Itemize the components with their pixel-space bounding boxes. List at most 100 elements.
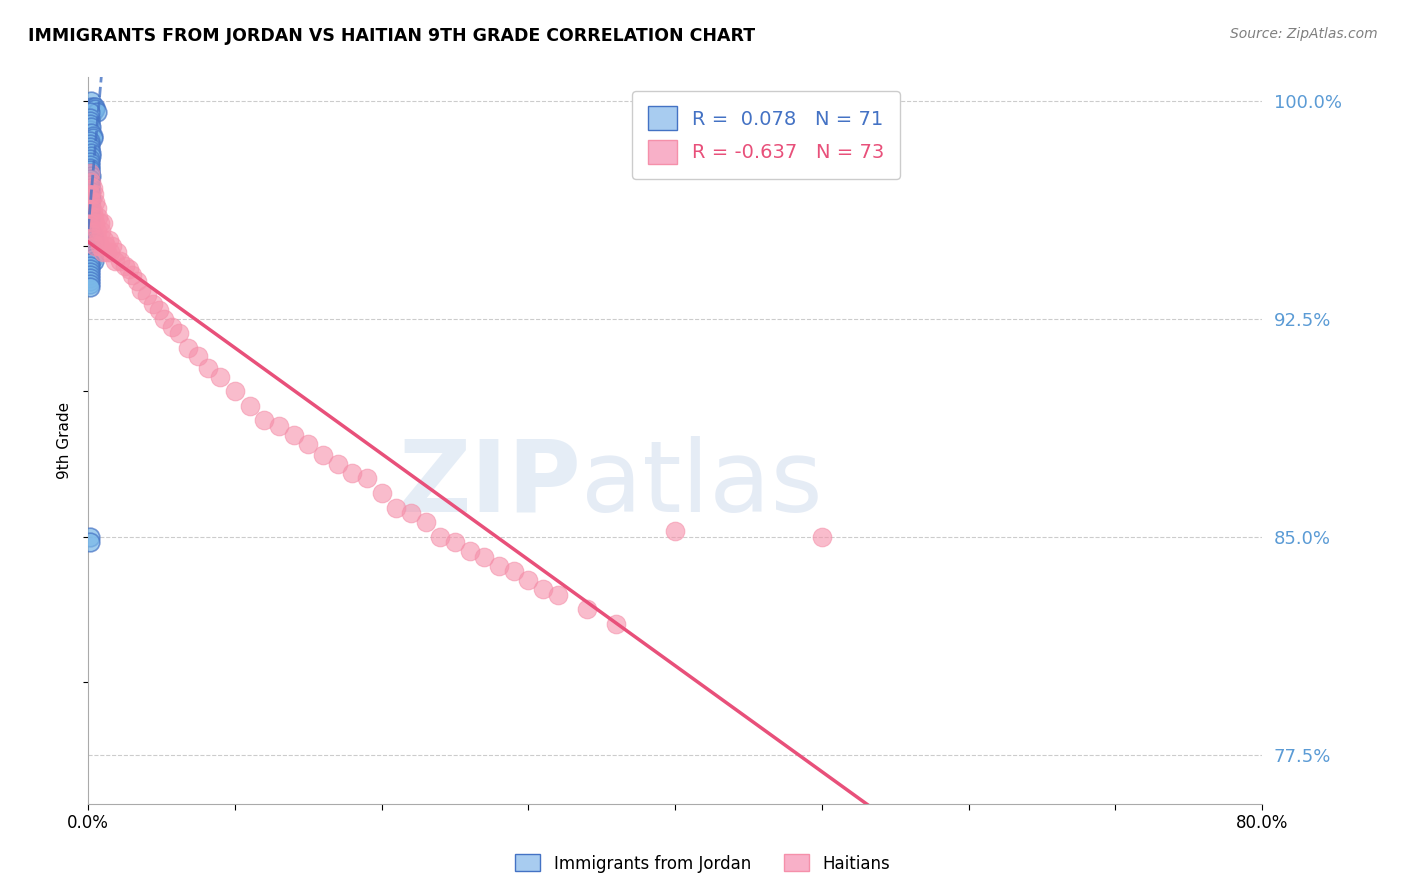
Point: [80, 242, 103, 256]
Point: [114, 260, 136, 274]
Point: [605, 616, 627, 631]
Point: [82, 181, 104, 195]
Point: [79, 535, 101, 549]
Point: [80, 94, 103, 108]
Point: [82, 224, 104, 238]
Point: [83, 103, 105, 117]
Point: [79, 260, 101, 274]
Point: [79, 181, 101, 195]
Point: [96, 244, 118, 259]
Point: [385, 500, 408, 515]
Point: [125, 274, 148, 288]
Point: [267, 419, 290, 434]
Point: [86, 224, 108, 238]
Point: [82, 230, 104, 244]
Point: [153, 311, 176, 326]
Point: [97, 233, 120, 247]
Point: [79, 207, 101, 221]
Point: [84, 195, 107, 210]
Point: [79, 219, 101, 233]
Point: [79, 154, 101, 169]
Point: [79, 166, 101, 180]
Point: [79, 216, 101, 230]
Point: [79, 143, 101, 157]
Point: [79, 274, 101, 288]
Point: [80, 195, 103, 210]
Point: [160, 320, 183, 334]
Point: [118, 262, 141, 277]
Point: [79, 152, 101, 166]
Point: [297, 436, 319, 450]
Point: [93, 233, 115, 247]
Point: [79, 117, 101, 131]
Point: [810, 530, 832, 544]
Point: [80, 99, 103, 113]
Point: [84, 99, 107, 113]
Point: [79, 166, 101, 180]
Point: [167, 326, 190, 341]
Point: [83, 99, 105, 113]
Point: [326, 457, 349, 471]
Point: [89, 239, 111, 253]
Point: [80, 175, 103, 189]
Point: [415, 515, 437, 529]
Point: [312, 448, 335, 462]
Point: [79, 189, 101, 203]
Point: [224, 384, 246, 399]
Point: [83, 233, 105, 247]
Point: [79, 105, 101, 120]
Point: [79, 161, 101, 175]
Legend: R =  0.078   N = 71, R = -0.637   N = 73: R = 0.078 N = 71, R = -0.637 N = 73: [633, 91, 900, 179]
Point: [100, 239, 122, 253]
Point: [82, 128, 104, 143]
Point: [253, 413, 276, 427]
Point: [86, 201, 108, 215]
Point: [83, 186, 105, 201]
Point: [79, 195, 101, 210]
Point: [90, 224, 112, 238]
Point: [84, 239, 107, 253]
Point: [82, 131, 104, 145]
Point: [87, 210, 110, 224]
Point: [79, 212, 101, 227]
Point: [79, 137, 101, 152]
Point: [399, 507, 422, 521]
Point: [79, 111, 101, 125]
Point: [429, 530, 451, 544]
Point: [79, 184, 101, 198]
Point: [79, 256, 101, 270]
Point: [82, 227, 104, 242]
Point: [79, 279, 101, 293]
Point: [79, 262, 101, 277]
Point: [79, 186, 101, 201]
Text: atlas: atlas: [581, 436, 823, 533]
Point: [82, 204, 104, 219]
Y-axis label: 9th Grade: 9th Grade: [58, 402, 72, 479]
Point: [80, 126, 103, 140]
Point: [547, 588, 569, 602]
Point: [89, 216, 111, 230]
Point: [79, 210, 101, 224]
Point: [80, 224, 103, 238]
Point: [79, 277, 101, 291]
Text: IMMIGRANTS FROM JORDAN VS HAITIAN 9TH GRADE CORRELATION CHART: IMMIGRANTS FROM JORDAN VS HAITIAN 9TH GR…: [28, 27, 755, 45]
Point: [197, 361, 219, 376]
Point: [79, 221, 101, 235]
Point: [517, 573, 540, 587]
Point: [129, 283, 152, 297]
Point: [80, 169, 103, 184]
Point: [79, 163, 101, 178]
Point: [576, 602, 599, 616]
Point: [79, 140, 101, 154]
Point: [187, 350, 209, 364]
Point: [82, 251, 104, 265]
Point: [82, 248, 104, 262]
Point: [238, 399, 260, 413]
Point: [80, 146, 103, 161]
Point: [98, 244, 121, 259]
Point: [209, 369, 232, 384]
Point: [91, 216, 114, 230]
Point: [142, 297, 165, 311]
Point: [79, 530, 101, 544]
Point: [83, 210, 105, 224]
